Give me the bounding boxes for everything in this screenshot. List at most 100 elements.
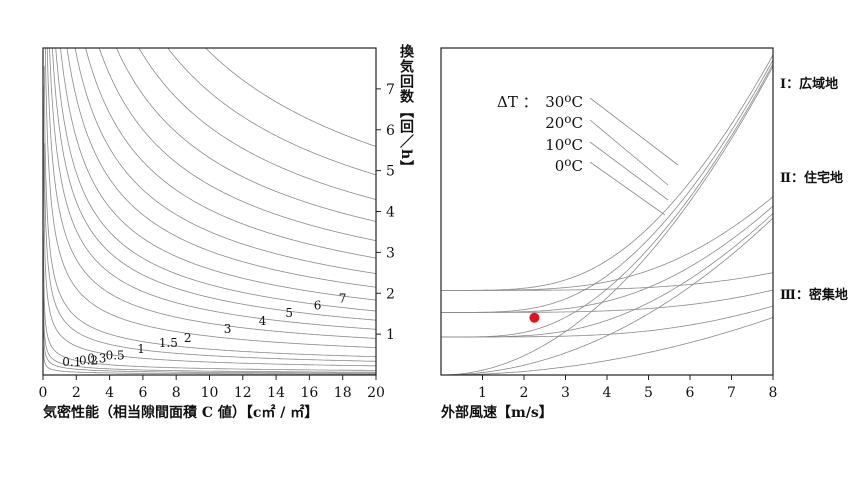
right-curve-Ⅲ-0 (441, 317, 773, 375)
right-plot-frame (440, 47, 774, 376)
deltaT-label: 20oC (545, 112, 583, 132)
left-x-tick-label: 14 (267, 385, 285, 401)
left-curve-6 (43, 65, 376, 358)
left-x-tick-label: 8 (172, 385, 181, 401)
right-curve-Ⅰ-20 (441, 59, 773, 313)
left-curve-3 (43, 230, 376, 371)
left-curve-label: 2 (184, 331, 192, 345)
left-curve-label: 5 (285, 306, 293, 320)
left-y-tick-label: 1 (386, 327, 395, 343)
left-plot-frame (42, 47, 377, 376)
left-curve-label: 0.3 (87, 351, 106, 365)
left-curve-label: 7 (339, 292, 347, 306)
left-x-tick-label: 12 (234, 385, 252, 401)
deltaT-value: 10 (545, 136, 564, 154)
deltaT-value: 20 (545, 114, 564, 132)
left-curve-7 (44, 48, 376, 348)
left-curve-1 (43, 317, 376, 374)
deltaT-unit: o (564, 155, 571, 169)
deltaT-label: 10oC (545, 134, 583, 154)
left-y-tick-label: 4 (386, 205, 395, 221)
left-curve-label: 6 (314, 299, 322, 313)
left-x-tick-label: 18 (334, 385, 352, 401)
deltaT-unit: o (564, 91, 571, 105)
left-curve-18 (138, 48, 376, 200)
deltaT-leader-line (589, 97, 679, 166)
left-y-tick-label: 7 (386, 82, 395, 98)
right-curve-Ⅱ-0 (441, 217, 773, 375)
left-curve-2 (43, 288, 376, 373)
left-curve-19 (167, 48, 376, 176)
left-curve-label: 1.5 (159, 336, 178, 350)
left-x-tick-label: 2 (72, 385, 81, 401)
left-y-tick-label: 3 (386, 245, 395, 261)
left-curve-label: 0.5 (106, 348, 125, 362)
left-y-tick-label: 6 (386, 123, 395, 139)
left-curve-20 (205, 48, 376, 147)
left-x-tick-label: 4 (105, 385, 114, 401)
left-curve-13 (66, 48, 376, 288)
left-curve-16 (98, 48, 376, 241)
deltaT-unit: o (564, 134, 571, 148)
left-x-tick-label: 6 (138, 385, 147, 401)
left-curve-label: 1 (137, 342, 145, 356)
left-curve-0 (43, 346, 376, 375)
left-curve-15 (85, 48, 376, 259)
zone-label: Ⅰ：広域地 (780, 76, 838, 92)
left-curve-8 (46, 48, 376, 339)
left-x-tick-label: 16 (300, 385, 318, 401)
left-curve-label: 4 (259, 314, 267, 328)
left-curve-4 (43, 85, 376, 367)
zone-label: Ⅱ：住宅地 (780, 170, 843, 186)
left-curve-label: 3 (224, 322, 232, 336)
right-x-tick-label: 4 (603, 385, 612, 401)
right-curve-Ⅲ-10 (441, 305, 773, 338)
left-curves (43, 48, 376, 375)
deltaT-value: 30 (545, 93, 564, 111)
right-x-tick-label: 8 (769, 385, 778, 401)
left-curve-11 (55, 48, 376, 312)
deltaT-unit: o (564, 112, 571, 126)
left-curve-5 (43, 143, 376, 362)
deltaT-leader-line (589, 161, 666, 216)
left-y-tick-label: 2 (386, 286, 395, 302)
deltaT-legend-title: ΔT ： (497, 93, 538, 111)
right-x-tick-label: 6 (686, 385, 695, 401)
deltaT-value: 0 (555, 157, 565, 175)
deltaT-unit-c: C (572, 114, 583, 132)
deltaT-leader-line (589, 141, 669, 201)
left-curve-label: 0.1 (62, 355, 81, 369)
left-curve-10 (51, 48, 376, 321)
right-curve-Ⅰ-0 (441, 66, 773, 375)
right-x-tick-label: 2 (520, 385, 529, 401)
left-x-tick-label: 0 (39, 385, 48, 401)
deltaT-label: 30oC (545, 91, 583, 111)
right-curve-Ⅰ-10 (441, 63, 773, 338)
left-x-tick-label: 10 (201, 385, 219, 401)
left-curve-14 (74, 48, 376, 274)
left-y-tick-label: 5 (386, 164, 395, 180)
highlight-point (529, 312, 540, 323)
left-curve-label: 0.2 (79, 353, 98, 367)
left-curve-9 (49, 48, 376, 330)
deltaT-label: 0oC (555, 155, 583, 175)
left-curve-12 (60, 48, 376, 301)
left-curve-17 (115, 48, 376, 222)
deltaT-unit-c: C (572, 157, 583, 175)
right-curve-Ⅲ-30 (441, 272, 773, 291)
right-x-tick-label: 1 (478, 385, 487, 401)
right-x-tick-label: 3 (561, 385, 570, 401)
deltaT-leader-line (589, 119, 669, 186)
right-curve-Ⅲ-20 (441, 289, 773, 313)
deltaT-unit-c: C (572, 93, 583, 111)
left-x-tick-label: 20 (367, 385, 385, 401)
right-curve-Ⅱ-20 (441, 205, 773, 313)
left-x-axis-label: 気密性能（相当隙間面積 C 値）【c㎡ / ㎡】 (43, 404, 318, 421)
right-x-tick-label: 7 (727, 385, 736, 401)
right-x-axis-label: 外部風速【m/s】 (441, 404, 553, 421)
right-curves (441, 54, 773, 375)
